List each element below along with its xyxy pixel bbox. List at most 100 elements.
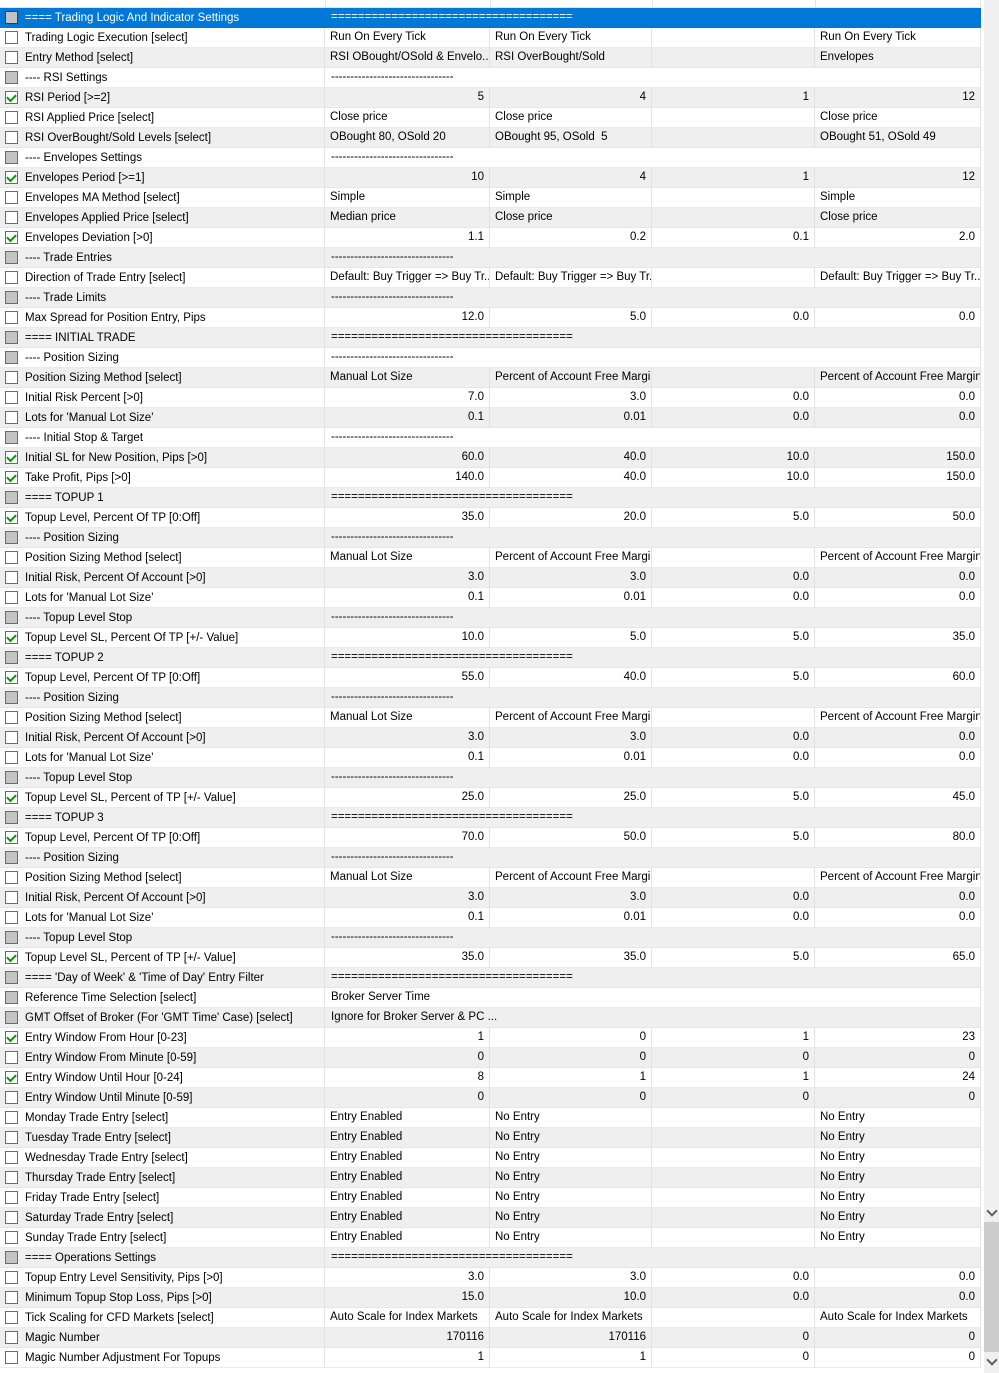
value-cell[interactable]: 3.0 bbox=[325, 888, 490, 907]
step-cell[interactable] bbox=[652, 1168, 815, 1187]
value-cell[interactable]: 0.1 bbox=[325, 588, 490, 607]
start-cell[interactable]: Close price bbox=[490, 208, 652, 227]
step-cell[interactable]: 10.0 bbox=[652, 448, 815, 467]
step-cell[interactable]: 0.0 bbox=[652, 908, 815, 927]
section-row[interactable]: ==== TOPUP 3 ============================… bbox=[0, 808, 981, 828]
start-cell[interactable]: 3.0 bbox=[490, 888, 652, 907]
section-checkbox[interactable] bbox=[5, 651, 18, 664]
param-row[interactable]: Monday Trade Entry [select] Entry Enabled… bbox=[0, 1108, 981, 1128]
step-cell[interactable]: 0.0 bbox=[652, 888, 815, 907]
value-cell[interactable]: Run On Every Tick bbox=[325, 28, 490, 47]
step-cell[interactable] bbox=[652, 868, 815, 887]
stop-cell[interactable]: 0 bbox=[815, 1088, 981, 1107]
start-cell[interactable]: RSI OverBought/Sold bbox=[490, 48, 652, 67]
stop-cell[interactable]: 0.0 bbox=[815, 1268, 981, 1287]
start-cell[interactable]: 50.0 bbox=[490, 828, 652, 847]
value-cell[interactable]: 15.0 bbox=[325, 1288, 490, 1307]
value-cell[interactable]: 60.0 bbox=[325, 448, 490, 467]
value-span-cell[interactable]: ==================================== bbox=[325, 968, 981, 987]
optimize-checkbox[interactable] bbox=[5, 1191, 18, 1204]
step-cell[interactable]: 0 bbox=[652, 1048, 815, 1067]
value-span-cell[interactable]: -------------------------------- bbox=[325, 848, 981, 867]
stop-cell[interactable]: 0.0 bbox=[815, 1288, 981, 1307]
stop-cell[interactable]: 0.0 bbox=[815, 408, 981, 427]
optimize-checkbox[interactable] bbox=[5, 631, 18, 644]
optimize-checkbox[interactable] bbox=[5, 91, 18, 104]
value-cell[interactable]: Default: Buy Trigger => Buy Tr... bbox=[325, 268, 490, 287]
start-cell[interactable]: Simple bbox=[490, 188, 652, 207]
start-cell[interactable]: 1 bbox=[490, 1348, 652, 1367]
value-span-cell[interactable]: ==================================== bbox=[325, 808, 981, 827]
stop-cell[interactable]: Simple bbox=[815, 188, 981, 207]
start-cell[interactable]: 0.2 bbox=[490, 228, 652, 247]
optimize-checkbox[interactable] bbox=[5, 1111, 18, 1124]
step-cell[interactable]: 5.0 bbox=[652, 788, 815, 807]
value-cell[interactable]: 7.0 bbox=[325, 388, 490, 407]
param-row[interactable]: Topup Level SL, Percent of TP [+/- Value… bbox=[0, 948, 981, 968]
start-cell[interactable]: No Entry bbox=[490, 1208, 652, 1227]
param-row[interactable]: Saturday Trade Entry [select] Entry Enabl… bbox=[0, 1208, 981, 1228]
step-cell[interactable] bbox=[652, 1228, 815, 1247]
section-checkbox[interactable] bbox=[5, 491, 18, 504]
optimize-checkbox[interactable] bbox=[5, 551, 18, 564]
start-cell[interactable]: 5.0 bbox=[490, 308, 652, 327]
optimize-checkbox[interactable] bbox=[5, 111, 18, 124]
stop-cell[interactable]: Close price bbox=[815, 108, 981, 127]
section-checkbox[interactable] bbox=[5, 351, 18, 364]
section-row[interactable]: ==== TOPUP 2 ============================… bbox=[0, 648, 981, 668]
param-row[interactable]: Minimum Topup Stop Loss, Pips [>0] 15.0 10… bbox=[0, 1288, 981, 1308]
start-cell[interactable]: 40.0 bbox=[490, 468, 652, 487]
scroll-down-icon[interactable] bbox=[986, 1354, 998, 1366]
stop-cell[interactable]: Default: Buy Trigger => Buy Tr... bbox=[815, 268, 981, 287]
section-row[interactable]: GMT Offset of Broker (For 'GMT Time' Cas… bbox=[0, 1008, 981, 1028]
start-cell[interactable]: 0 bbox=[490, 1088, 652, 1107]
stop-cell[interactable]: 60.0 bbox=[815, 668, 981, 687]
param-row[interactable]: Position Sizing Method [select] Manual Lo… bbox=[0, 548, 981, 568]
param-row[interactable]: Lots for 'Manual Lot Size' 0.1 0.01 0.0 0.0 bbox=[0, 408, 981, 428]
param-row[interactable]: Topup Entry Level Sensitivity, Pips [>0]… bbox=[0, 1268, 981, 1288]
step-cell[interactable] bbox=[652, 368, 815, 387]
value-cell[interactable]: 3.0 bbox=[325, 568, 490, 587]
section-checkbox[interactable] bbox=[5, 771, 18, 784]
start-cell[interactable]: Percent of Account Free Margin bbox=[490, 548, 652, 567]
step-cell[interactable] bbox=[652, 188, 815, 207]
optimize-checkbox[interactable] bbox=[5, 1231, 18, 1244]
value-cell[interactable]: 3.0 bbox=[325, 1268, 490, 1287]
param-row[interactable]: RSI Period [>=2] 5 4 1 12 bbox=[0, 88, 981, 108]
stop-cell[interactable]: Auto Scale for Index Markets bbox=[815, 1308, 981, 1327]
optimize-checkbox[interactable] bbox=[5, 871, 18, 884]
optimize-checkbox[interactable] bbox=[5, 911, 18, 924]
stop-cell[interactable]: Envelopes bbox=[815, 48, 981, 67]
param-row[interactable]: Position Sizing Method [select] Manual Lo… bbox=[0, 868, 981, 888]
param-row[interactable]: Initial Risk, Percent Of Account [>0] 3.0… bbox=[0, 888, 981, 908]
stop-cell[interactable]: 35.0 bbox=[815, 628, 981, 647]
optimize-checkbox[interactable] bbox=[5, 1131, 18, 1144]
step-cell[interactable] bbox=[652, 268, 815, 287]
start-cell[interactable]: Run On Every Tick bbox=[490, 28, 652, 47]
param-row[interactable]: Position Sizing Method [select] Manual Lo… bbox=[0, 368, 981, 388]
optimize-checkbox[interactable] bbox=[5, 471, 18, 484]
param-row[interactable]: Wednesday Trade Entry [select] Entry Enab… bbox=[0, 1148, 981, 1168]
vertical-scrollbar[interactable] bbox=[984, 0, 999, 1373]
section-checkbox[interactable] bbox=[5, 11, 18, 24]
stop-cell[interactable]: 150.0 bbox=[815, 448, 981, 467]
value-span-cell[interactable]: ==================================== bbox=[325, 648, 981, 667]
section-row[interactable]: ---- Envelopes Settings -----------------… bbox=[0, 148, 981, 168]
stop-cell[interactable]: No Entry bbox=[815, 1168, 981, 1187]
section-checkbox[interactable] bbox=[5, 251, 18, 264]
optimize-checkbox[interactable] bbox=[5, 191, 18, 204]
section-row[interactable]: ==== Trading Logic And Indicator Setting… bbox=[0, 8, 981, 28]
step-cell[interactable]: 0 bbox=[652, 1348, 815, 1367]
stop-cell[interactable]: 0.0 bbox=[815, 888, 981, 907]
stop-cell[interactable]: Close price bbox=[815, 208, 981, 227]
param-row[interactable]: Tick Scaling for CFD Markets [select] Aut… bbox=[0, 1308, 981, 1328]
stop-cell[interactable]: 0.0 bbox=[815, 748, 981, 767]
optimize-checkbox[interactable] bbox=[5, 271, 18, 284]
value-span-cell[interactable]: -------------------------------- bbox=[325, 248, 981, 267]
step-cell[interactable]: 1 bbox=[652, 1028, 815, 1047]
value-cell[interactable]: 25.0 bbox=[325, 788, 490, 807]
param-row[interactable]: Friday Trade Entry [select] Entry Enabled… bbox=[0, 1188, 981, 1208]
start-cell[interactable]: 4 bbox=[490, 168, 652, 187]
start-cell[interactable]: 1 bbox=[490, 1068, 652, 1087]
value-cell[interactable]: OBought 80, OSold 20 bbox=[325, 128, 490, 147]
